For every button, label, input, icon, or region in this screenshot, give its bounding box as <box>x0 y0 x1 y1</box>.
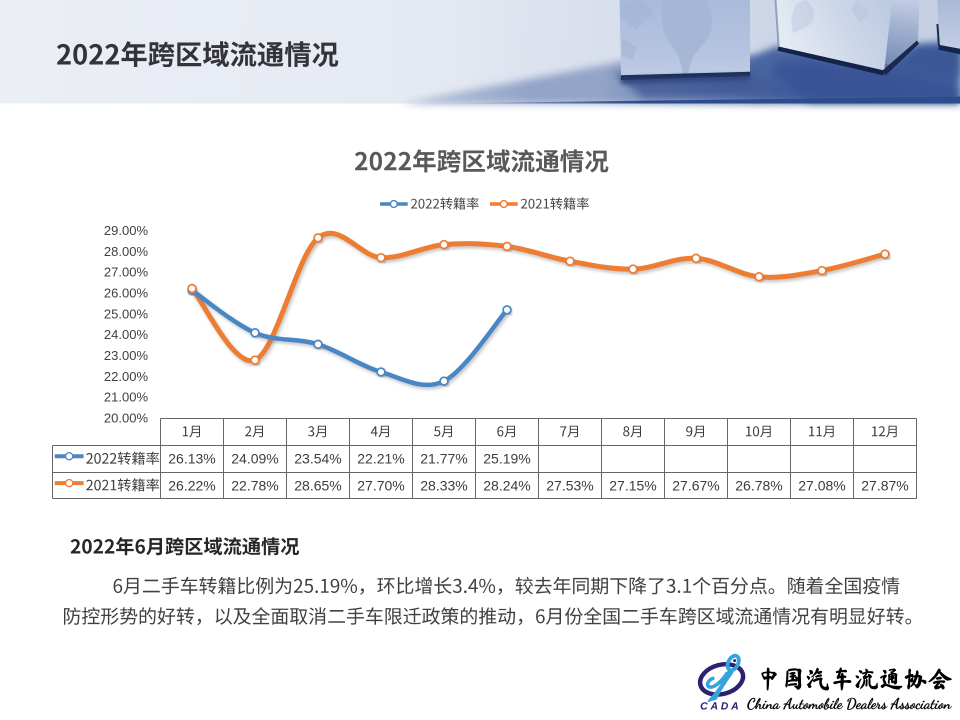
svg-text:26.13%: 26.13% <box>168 451 215 467</box>
svg-text:26.22%: 26.22% <box>168 477 215 493</box>
svg-text:26.00%: 26.00% <box>104 286 149 301</box>
svg-text:22.78%: 22.78% <box>231 477 278 493</box>
svg-text:23.00%: 23.00% <box>104 348 149 363</box>
svg-text:27.15%: 27.15% <box>609 477 656 493</box>
svg-text:24.00%: 24.00% <box>104 327 149 342</box>
svg-text:28.00%: 28.00% <box>104 244 149 259</box>
svg-text:27.87%: 27.87% <box>861 477 908 493</box>
svg-text:21.00%: 21.00% <box>104 390 149 405</box>
svg-text:27.53%: 27.53% <box>546 477 593 493</box>
svg-text:26.78%: 26.78% <box>735 477 782 493</box>
svg-text:29.00%: 29.00% <box>104 223 149 238</box>
svg-text:25.00%: 25.00% <box>104 306 149 321</box>
svg-text:28.65%: 28.65% <box>294 477 341 493</box>
svg-text:28.24%: 28.24% <box>483 477 530 493</box>
svg-text:22.00%: 22.00% <box>104 369 149 384</box>
svg-text:27.67%: 27.67% <box>672 477 719 493</box>
svg-text:25.19%: 25.19% <box>483 451 530 467</box>
svg-text:27.08%: 27.08% <box>798 477 845 493</box>
svg-text:28.33%: 28.33% <box>420 477 467 493</box>
svg-text:21.77%: 21.77% <box>420 451 467 467</box>
svg-text:23.54%: 23.54% <box>294 451 341 467</box>
svg-text:22.21%: 22.21% <box>357 451 404 467</box>
svg-text:24.09%: 24.09% <box>231 451 278 467</box>
svg-text:27.70%: 27.70% <box>357 477 404 493</box>
svg-text:27.00%: 27.00% <box>104 265 149 280</box>
svg-text:20.00%: 20.00% <box>104 411 149 426</box>
